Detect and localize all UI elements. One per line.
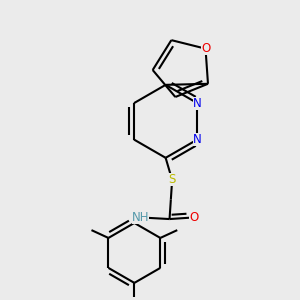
Text: N: N [193,97,202,110]
Text: O: O [201,42,210,55]
Text: NH: NH [132,211,149,224]
Text: N: N [193,133,202,146]
Text: S: S [169,173,176,187]
Text: O: O [189,211,198,224]
